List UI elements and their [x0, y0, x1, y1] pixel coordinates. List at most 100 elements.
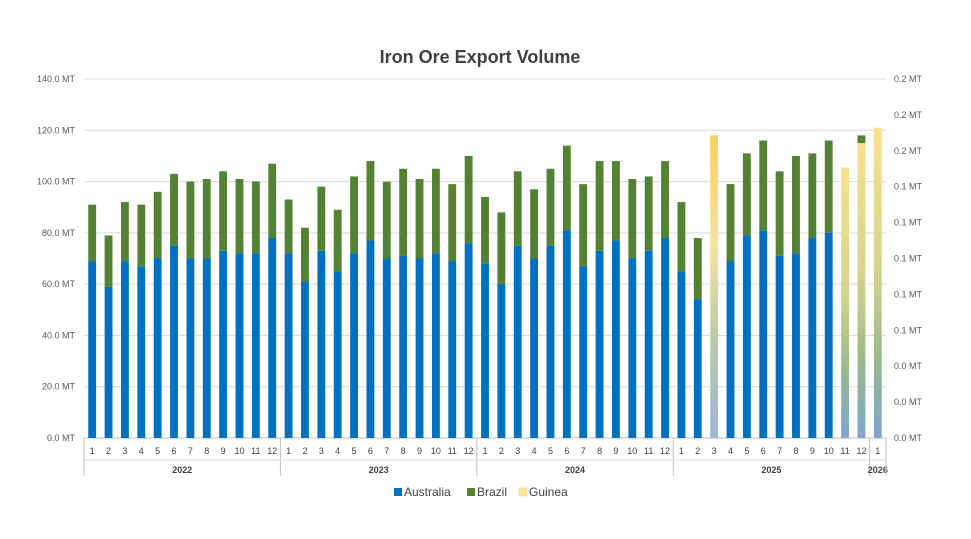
bar-brazil: [677, 202, 686, 272]
bar-brazil: [775, 171, 784, 256]
bar-brazil: [399, 168, 408, 256]
bar-brazil: [104, 235, 113, 287]
bar-australia: [448, 261, 457, 438]
x-tick-label: 5: [155, 446, 160, 456]
bar-brazil: [644, 176, 653, 251]
y2-tick-label: 0.0 MT: [894, 397, 923, 407]
bar-australia: [251, 253, 260, 438]
bar-australia: [170, 245, 178, 438]
bar-australia: [284, 253, 293, 438]
y2-tick-label: 0.2 MT: [894, 146, 923, 156]
y-tick-label: 140.0 MT: [37, 74, 76, 84]
x-tick-label: 3: [515, 446, 520, 456]
x-tick-label: 2: [106, 446, 111, 456]
y-tick-label: 0.0 MT: [47, 433, 76, 443]
bar-australia: [595, 250, 604, 438]
x-tick-label: 9: [417, 446, 422, 456]
bar-brazil: [464, 155, 473, 244]
bar-australia: [693, 299, 702, 438]
bar-australia: [120, 261, 129, 438]
bar-brazil: [481, 196, 489, 264]
x-tick-label: 11: [840, 446, 849, 456]
x-tick-label: 7: [581, 446, 586, 456]
bar-brazil: [153, 191, 162, 259]
y-tick-label: 60.0 MT: [42, 279, 76, 289]
x-tick-label: 11: [448, 446, 457, 456]
x-tick-label: 3: [319, 446, 324, 456]
bar-australia: [301, 281, 309, 438]
bar-australia: [382, 258, 391, 438]
x-tick-label: 6: [172, 446, 177, 456]
x-tick-label: 12: [267, 446, 277, 456]
x-tick-label: 10: [431, 446, 441, 456]
year-label: 2025: [761, 465, 781, 475]
x-tick-label: 9: [221, 446, 226, 456]
bar-brazil: [693, 237, 702, 300]
y-tick-label: 100.0 MT: [37, 177, 76, 187]
bar-australia: [268, 237, 277, 438]
x-tick-label: 10: [824, 446, 834, 456]
bar-australia: [317, 250, 326, 438]
bar-brazil: [497, 212, 506, 285]
bar-australia: [661, 237, 669, 438]
x-tick-label: 3: [712, 446, 717, 456]
x-tick-label: 10: [234, 446, 244, 456]
bar-brazil: [562, 145, 571, 231]
y2-tick-label: 0.1 MT: [894, 254, 923, 264]
x-tick-label: 1: [875, 446, 880, 456]
bar-guinea: [873, 127, 882, 438]
bar-brazil: [235, 179, 244, 254]
x-tick-label: 8: [204, 446, 209, 456]
y2-tick-label: 0.0 MT: [894, 433, 923, 443]
bar-brazil: [513, 171, 522, 246]
bar-guinea: [841, 167, 850, 439]
bar-australia: [431, 253, 440, 438]
legend-swatch-brazil: [467, 488, 475, 496]
x-tick-label: 1: [286, 446, 291, 456]
y2-tick-label: 0.2 MT: [894, 110, 923, 120]
x-tick-label: 4: [532, 446, 537, 456]
x-tick-label: 1: [679, 446, 684, 456]
legend-label-guinea: Guinea: [529, 485, 568, 499]
bar-brazil: [792, 155, 800, 254]
y2-tick-label: 0.1 MT: [894, 325, 923, 335]
bar-brazil: [824, 140, 833, 233]
bar-australia: [333, 271, 342, 438]
x-axis: 1 2 3 4 5 6 7 8 9 10 11 12 1 2 3 4 5 6 7 8 9 10 11 12 1 2 3 4 5 6 7 8 9 1…: [83, 438, 888, 476]
bar-australia: [350, 253, 358, 438]
bar-brazil: [317, 186, 326, 251]
x-tick-label: 1: [90, 446, 95, 456]
bar-brazil: [366, 161, 375, 241]
legend: Australia Brazil Guinea: [394, 485, 568, 499]
bar-australia: [562, 230, 571, 438]
y-axis-left: 0.0 MT 20.0 MT 40.0 MT 60.0 MT 80.0 MT 100.0 …: [37, 74, 76, 443]
bar-brazil: [448, 184, 457, 262]
x-tick-label: 12: [856, 446, 866, 456]
legend-label-brazil: Brazil: [477, 485, 507, 499]
x-tick-label: 10: [627, 446, 637, 456]
x-tick-label: 6: [368, 446, 373, 456]
bar-australia: [219, 250, 228, 438]
x-tick-label: 6: [564, 446, 569, 456]
legend-swatch-guinea: [518, 487, 528, 497]
y-tick-label: 20.0 MT: [42, 382, 76, 392]
x-tick-label: 11: [251, 446, 260, 456]
x-tick-label: 8: [597, 446, 602, 456]
bar-brazil: [333, 209, 342, 272]
x-tick-label: 9: [810, 446, 815, 456]
bar-guinea: [710, 135, 719, 438]
bar-australia: [628, 258, 637, 438]
bar-brazil: [350, 176, 358, 254]
x-tick-label: 8: [401, 446, 406, 456]
bar-australia: [88, 261, 97, 438]
x-tick-label: 8: [793, 446, 798, 456]
x-tick-label: 4: [139, 446, 144, 456]
bar-brazil: [251, 181, 260, 254]
y-axis-right: 0.0 MT 0.0 MT 0.0 MT 0.1 MT 0.1 MT 0.1 MT 0.1 …: [894, 74, 923, 443]
bar-brazil: [219, 171, 228, 251]
bar-australia: [153, 258, 162, 438]
bar-australia: [742, 235, 751, 438]
bar-brazil: [742, 153, 751, 236]
bar-brazil: [808, 153, 817, 238]
bar-brazil: [120, 202, 129, 262]
